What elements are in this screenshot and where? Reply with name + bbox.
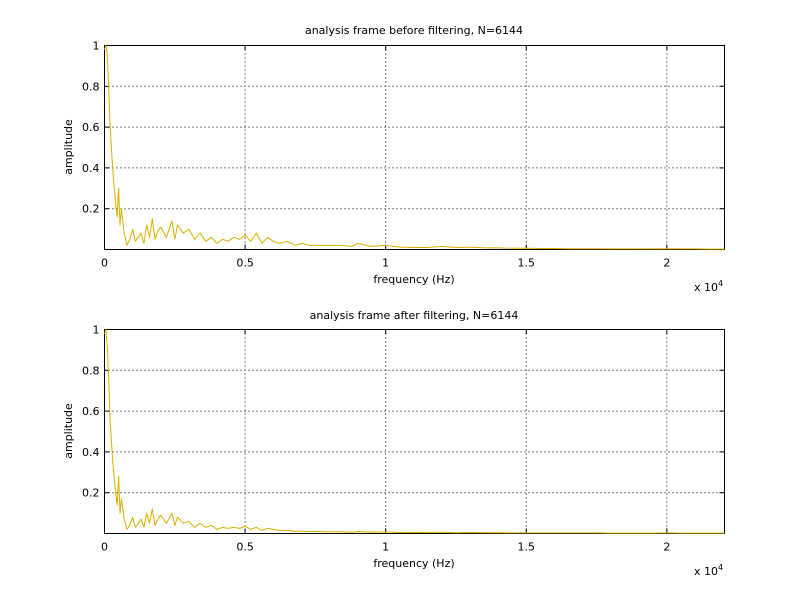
y-tick-label-after-filtering-3: 0.8 — [82, 364, 100, 377]
x-tick-label-before-filtering-0: 0 — [101, 257, 108, 270]
y-axis-label-before-filtering: amplitude — [62, 119, 75, 175]
x-tick-label-after-filtering-2: 1 — [382, 541, 389, 554]
axes-after-filtering: 0 0.5 1 1.5 2 0.2 0.4 0.6 0.8 1 analysis frame af… — [62, 309, 725, 578]
y-tick-label-before-filtering-3: 0.8 — [82, 80, 100, 93]
gridlines-before-filtering — [104, 45, 725, 250]
gridlines-after-filtering — [104, 329, 725, 534]
x-axis-label-after-filtering: frequency (Hz) — [373, 557, 454, 570]
x-tick-label-before-filtering-4: 2 — [663, 257, 670, 270]
x-tick-label-after-filtering-0: 0 — [101, 541, 108, 554]
x-axis-multiplier-before-filtering: x 104 — [694, 279, 723, 294]
x-tick-label-before-filtering-1: 0.5 — [236, 257, 254, 270]
x-tick-label-before-filtering-2: 1 — [382, 257, 389, 270]
spectrum-line-after-filtering — [104, 329, 725, 534]
y-tick-label-after-filtering-2: 0.6 — [82, 405, 100, 418]
y-tick-label-before-filtering-0: 0.2 — [82, 203, 100, 216]
x-axis-multiplier-after-filtering: x 104 — [694, 563, 723, 578]
x-tick-label-after-filtering-4: 2 — [663, 541, 670, 554]
y-tick-label-after-filtering-0: 0.2 — [82, 487, 100, 500]
x-tick-label-after-filtering-1: 0.5 — [236, 541, 254, 554]
x-tick-label-before-filtering-3: 1.5 — [518, 257, 536, 270]
chart-title-before-filtering: analysis frame before filtering, N=6144 — [305, 24, 523, 37]
axes-before-filtering: 0 0.5 1 1.5 2 0.2 0.4 0.6 0.8 1 analysis frame be… — [62, 24, 725, 294]
ticks-after-filtering: 0 0.5 1 1.5 2 0.2 0.4 0.6 0.8 1 — [82, 324, 725, 554]
spectrum-line-before-filtering — [104, 45, 725, 250]
plot-area-after-filtering — [104, 329, 725, 534]
x-axis-label-before-filtering: frequency (Hz) — [373, 273, 454, 286]
chart-title-after-filtering: analysis frame after filtering, N=6144 — [310, 309, 519, 322]
x-tick-label-after-filtering-3: 1.5 — [518, 541, 536, 554]
y-tick-label-after-filtering-1: 0.4 — [82, 446, 100, 459]
y-tick-label-before-filtering-4: 1 — [93, 40, 100, 53]
y-tick-label-before-filtering-1: 0.4 — [82, 162, 100, 175]
y-tick-label-after-filtering-4: 1 — [93, 324, 100, 337]
plot-area-before-filtering — [104, 45, 725, 250]
ticks-before-filtering: 0 0.5 1 1.5 2 0.2 0.4 0.6 0.8 1 — [82, 40, 725, 270]
y-tick-label-before-filtering-2: 0.6 — [82, 121, 100, 134]
y-axis-label-after-filtering: amplitude — [62, 403, 75, 459]
